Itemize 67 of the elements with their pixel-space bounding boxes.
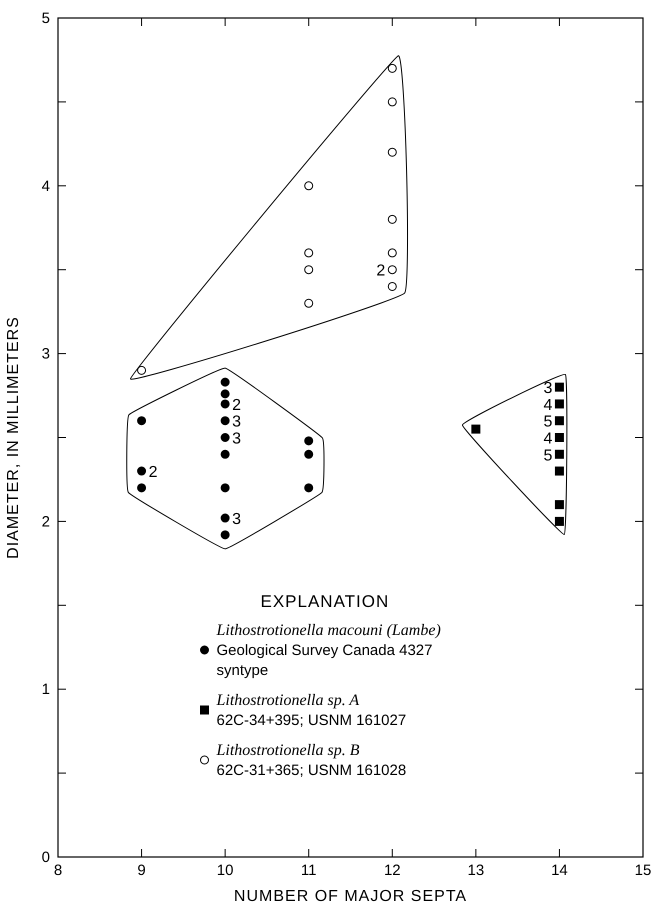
point xyxy=(388,97,397,106)
point xyxy=(554,450,564,459)
point xyxy=(304,181,314,190)
x-tick-label: 11 xyxy=(300,862,317,879)
annotation: 3 xyxy=(232,511,242,528)
point xyxy=(220,399,230,408)
legend-title: EXPLANATION xyxy=(260,592,390,611)
y-tick-label: 4 xyxy=(42,178,50,195)
annotation: 2 xyxy=(376,262,386,280)
point xyxy=(554,382,564,392)
annotation: 5 xyxy=(544,414,553,431)
point xyxy=(137,483,146,492)
point xyxy=(220,450,230,459)
point xyxy=(554,500,564,510)
point xyxy=(220,378,230,387)
point xyxy=(554,433,564,442)
legend-label: Lithostrotionella sp. A 62C-34+395; USNM 161027 xyxy=(216,692,406,729)
point xyxy=(471,424,480,434)
point xyxy=(388,282,397,291)
point xyxy=(554,466,564,476)
point xyxy=(220,389,230,398)
annotation: 2 xyxy=(232,396,242,414)
point xyxy=(220,530,230,540)
point xyxy=(388,64,397,73)
annotation: 4 xyxy=(544,430,553,448)
point xyxy=(304,248,314,258)
x-tick-label: 12 xyxy=(384,862,401,879)
point xyxy=(554,399,564,408)
x-tick-label: 9 xyxy=(137,862,146,879)
point xyxy=(220,483,230,492)
y-tick-label: 1 xyxy=(42,681,50,698)
point xyxy=(388,265,397,274)
legend-label: Lithostrotionella macouni (Lambe) Geological Survey Canada 4327 syntype xyxy=(216,622,441,679)
point xyxy=(388,148,397,157)
point xyxy=(137,416,146,426)
x-tick-label: 14 xyxy=(551,862,568,879)
point xyxy=(554,416,564,426)
annotation: 5 xyxy=(544,447,553,464)
annotation: 3 xyxy=(232,414,242,431)
point xyxy=(304,436,314,446)
y-tick-label: 0 xyxy=(42,849,50,866)
point xyxy=(304,483,314,492)
annotation: 3 xyxy=(232,430,242,448)
point xyxy=(220,514,230,523)
point xyxy=(388,248,397,258)
annotation: 2 xyxy=(148,464,158,482)
x-tick-label: 15 xyxy=(634,862,652,879)
y-tick-label: 5 xyxy=(42,10,50,27)
point xyxy=(137,466,146,476)
point xyxy=(554,516,564,526)
point xyxy=(304,265,314,274)
point xyxy=(137,366,146,375)
y-tick-label: 3 xyxy=(42,346,50,363)
y-tick-label: 2 xyxy=(42,513,50,530)
point xyxy=(220,416,230,426)
y-axis-title: DIAMETER, IN MILLIMETERS xyxy=(5,316,22,559)
x-tick-label: 8 xyxy=(54,862,62,879)
x-axis-title: NUMBER OF MAJOR SEPTA xyxy=(234,888,468,905)
legend-label: Lithostrotionella sp. B 62C-31+365; USNM 161028 xyxy=(216,742,406,779)
annotation: 4 xyxy=(544,396,553,414)
point xyxy=(220,433,230,442)
point xyxy=(304,298,314,308)
annotation: 3 xyxy=(544,380,553,398)
point xyxy=(388,214,397,224)
x-tick-label: 10 xyxy=(216,862,234,879)
point xyxy=(304,450,314,459)
x-tick-label: 13 xyxy=(468,862,484,879)
